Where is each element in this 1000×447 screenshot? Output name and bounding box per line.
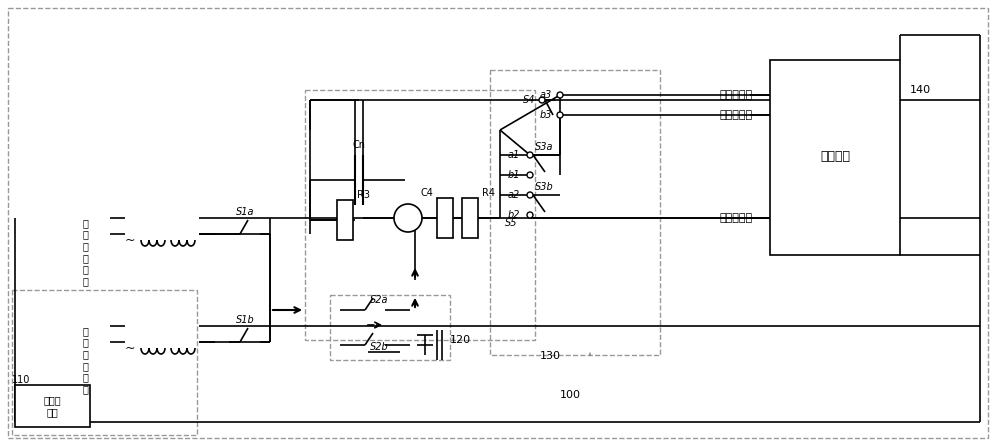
Text: 第
一
测
试
电
源: 第 一 测 试 电 源 [82,218,88,286]
Text: 120: 120 [450,335,471,345]
Bar [330,295,450,360]
Text: ~: ~ [125,342,135,354]
Text: S1b: S1b [236,315,254,325]
Text: 流程控
制器: 流程控 制器 [43,395,61,417]
Circle shape [527,192,533,198]
Text: a3: a3 [540,90,552,100]
Circle shape [557,112,563,118]
Circle shape [539,97,545,103]
Text: b2: b2 [508,210,520,220]
Text: 第三测试端: 第三测试端 [720,213,753,223]
Text: S1a: S1a [236,207,254,217]
Text: 待测电路: 待测电路 [820,151,850,164]
Text: 第一测试端: 第一测试端 [720,90,753,100]
Bar [462,198,478,238]
Text: R3: R3 [357,190,370,200]
Text: S3b: S3b [535,182,554,192]
Text: 110: 110 [12,375,30,385]
Text: a2: a2 [508,190,520,200]
Text: S3a: S3a [535,142,554,152]
Bar [337,200,353,240]
Text: 130: 130 [540,351,561,361]
Bar [770,60,900,255]
Text: S2b: S2b [370,342,389,352]
Text: b3: b3 [540,110,552,120]
Text: a1: a1 [508,150,520,160]
Bar [15,385,90,427]
Text: b1: b1 [508,170,520,180]
Circle shape [527,212,533,218]
Text: 第
二
测
试
电
源: 第 二 测 试 电 源 [82,326,88,394]
Bar [305,90,535,340]
Text: 100: 100 [560,390,581,400]
Bar [437,198,453,238]
Text: R4: R4 [482,188,495,198]
Circle shape [394,204,422,232]
Bar [490,70,660,355]
Text: S5: S5 [505,218,518,228]
Text: C4: C4 [420,188,433,198]
Text: 140: 140 [910,85,931,95]
Circle shape [527,172,533,178]
Text: Cn: Cn [352,140,366,150]
Circle shape [557,92,563,98]
Circle shape [527,152,533,158]
Text: S4: S4 [522,95,535,105]
Text: S2a: S2a [370,295,388,305]
Text: ~: ~ [125,233,135,246]
Bar [12,290,197,435]
Text: 第二测试端: 第二测试端 [720,110,753,120]
